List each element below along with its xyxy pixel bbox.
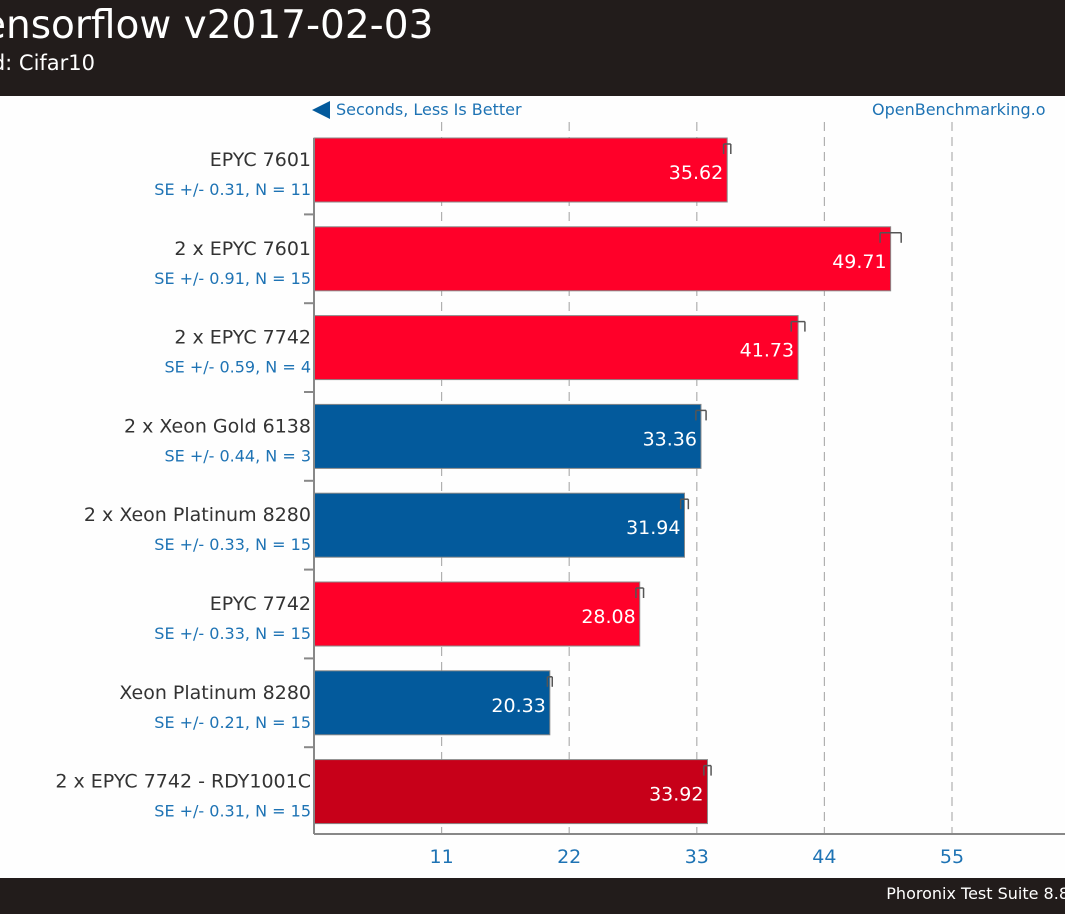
x-tick-label: 44 <box>812 846 836 868</box>
se-label: SE +/- 0.44, N = 3 <box>164 446 311 465</box>
labels: Seconds, Less Is Better OpenBenchmarking.… <box>55 100 1045 821</box>
category-label: 2 x EPYC 7742 - RDY1001C <box>55 771 311 793</box>
value-label: 49.71 <box>832 251 886 273</box>
value-label: 35.62 <box>669 162 723 184</box>
value-label: 33.92 <box>649 784 703 806</box>
se-label: SE +/- 0.31, N = 11 <box>154 180 311 199</box>
bar <box>313 492 686 558</box>
category-label: EPYC 7601 <box>210 149 311 171</box>
category-label: Xeon Platinum 8280 <box>119 682 311 704</box>
value-label: 33.36 <box>643 428 697 450</box>
bar <box>313 670 551 736</box>
bar <box>313 226 892 292</box>
category-label: EPYC 7742 <box>210 593 311 615</box>
category-label: 2 x Xeon Platinum 8280 <box>84 504 311 526</box>
bar-chart: Seconds, Less Is Better OpenBenchmarking.… <box>55 100 1065 868</box>
se-label: SE +/- 0.91, N = 15 <box>154 269 311 288</box>
se-label: SE +/- 0.21, N = 15 <box>154 713 311 732</box>
footer-text: Phoronix Test Suite 8.8 <box>886 884 1065 903</box>
x-tick-label: 33 <box>685 846 709 868</box>
bar <box>313 315 799 381</box>
chart-subtitle: ld: Cifar10 <box>0 51 96 75</box>
axes: 11 22 33 44 55 <box>304 138 1065 868</box>
bar <box>313 137 728 203</box>
source-label: OpenBenchmarking.o <box>872 100 1045 119</box>
category-label: 2 x Xeon Gold 6138 <box>124 415 311 437</box>
se-label: SE +/- 0.33, N = 15 <box>154 624 311 643</box>
category-label: 2 x EPYC 7742 <box>174 327 311 349</box>
chart-title: ensorflow v2017-02-03 <box>0 3 434 48</box>
se-label: SE +/- 0.31, N = 15 <box>154 802 311 821</box>
category-label: 2 x EPYC 7601 <box>174 238 311 260</box>
direction-arrow <box>312 101 330 119</box>
value-label: 41.73 <box>740 340 794 362</box>
se-label: SE +/- 0.59, N = 4 <box>164 358 311 377</box>
direction-note: Seconds, Less Is Better <box>336 100 522 119</box>
chart-footer: Phoronix Test Suite 8.8 <box>0 878 1065 914</box>
bar <box>313 759 708 825</box>
x-tick-label: 22 <box>557 846 581 868</box>
bars <box>313 137 902 825</box>
bar <box>313 581 641 647</box>
x-tick-label: 55 <box>940 846 964 868</box>
se-label: SE +/- 0.33, N = 15 <box>154 535 311 554</box>
value-label: 28.08 <box>581 606 635 628</box>
value-label: 31.94 <box>626 517 680 539</box>
x-tick-label: 11 <box>430 846 454 868</box>
value-label: 20.33 <box>491 695 545 717</box>
chart-header: ensorflow v2017-02-03 ld: Cifar10 <box>0 0 1065 96</box>
